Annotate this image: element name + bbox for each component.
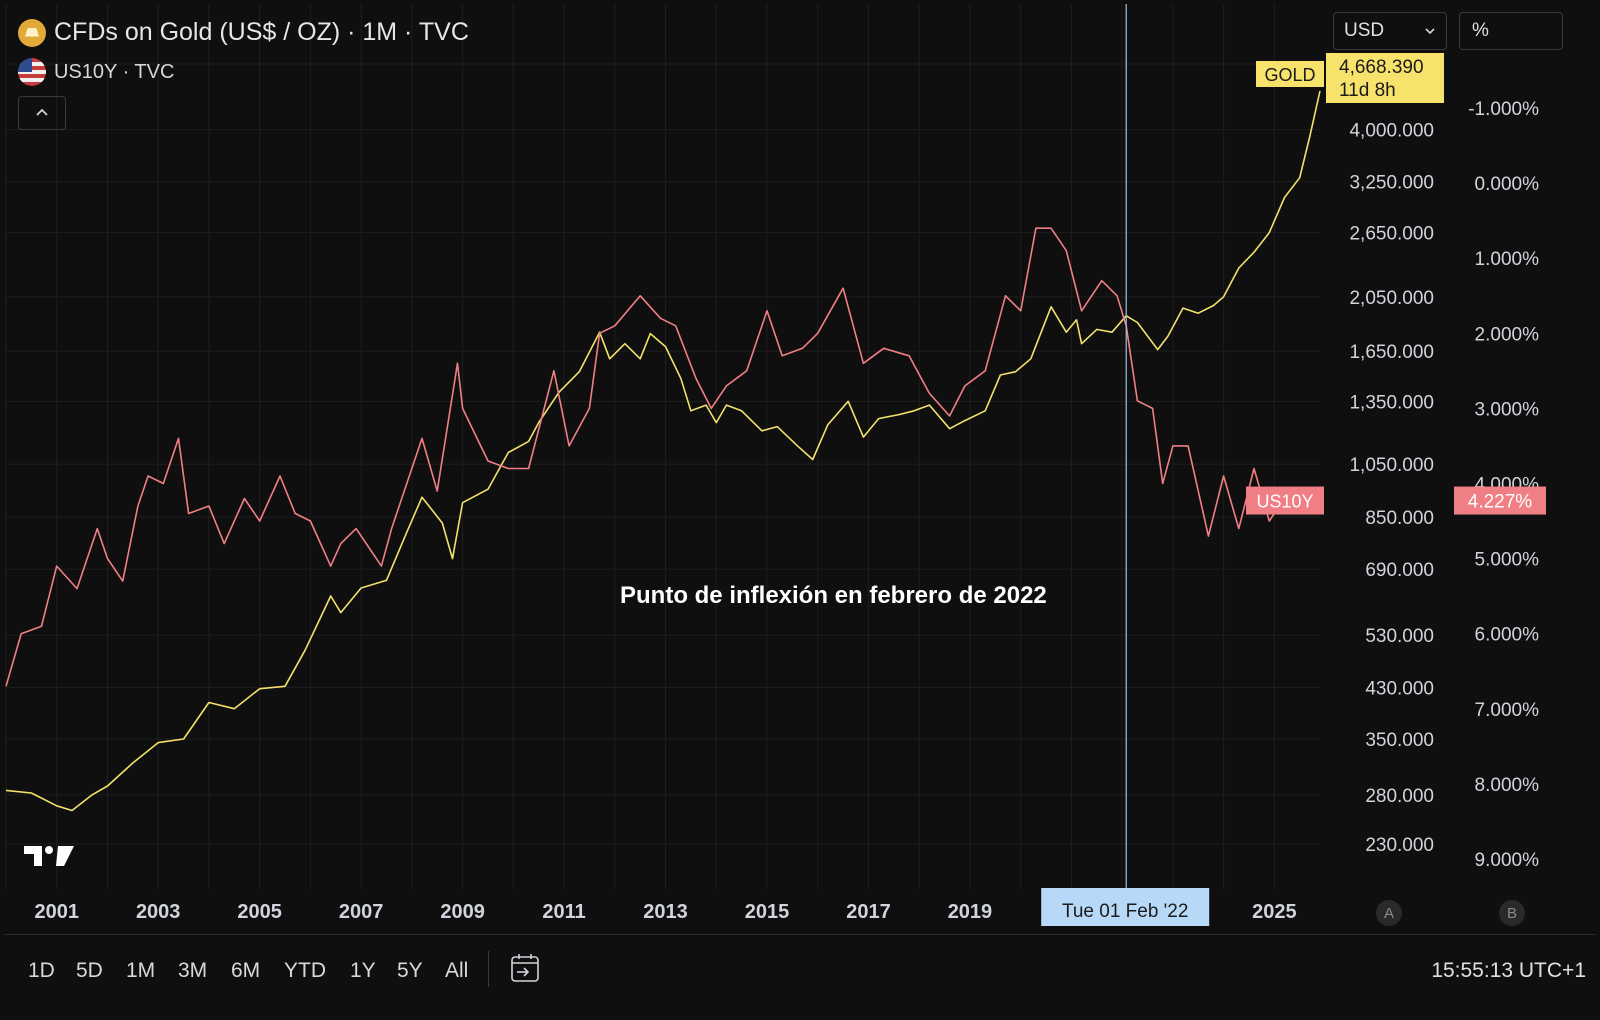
tradingview-logo-icon[interactable] (22, 842, 76, 870)
main-symbol-legend[interactable]: CFDs on Gold (US$ / OZ) · 1M · TVC (18, 18, 469, 47)
time-axis-label: 2013 (643, 901, 688, 923)
auto-scale-button[interactable]: A (1376, 900, 1402, 926)
price-axis-label: 1,050.000 (1349, 455, 1434, 476)
price-axis-label: 690.000 (1365, 560, 1434, 581)
us10y-name-label: US10Y (1256, 492, 1313, 512)
percent-axis-label: -1.000% (1468, 99, 1539, 120)
price-axis-label: 2,650.000 (1349, 224, 1434, 245)
us-flag-icon (18, 58, 46, 86)
percent-axis: -1.000%0.000%1.000%2.000%3.000%4.000%5.0… (1468, 99, 1539, 871)
percent-axis-label: 3.000% (1475, 399, 1540, 420)
toolbar-divider (488, 951, 489, 987)
price-axis-label: 280.000 (1365, 786, 1434, 807)
range-5y-button[interactable]: 5Y (397, 959, 423, 982)
crosshair-date-box (1041, 888, 1210, 926)
range-5d-button[interactable]: 5D (76, 959, 103, 982)
chart-grid (5, 4, 1320, 889)
chevron-up-icon (36, 108, 48, 116)
percent-axis-label: 7.000% (1475, 700, 1540, 721)
range-ytd-button[interactable]: YTD (284, 959, 326, 982)
price-axis-label: 530.000 (1365, 626, 1434, 647)
unit-value: % (1472, 20, 1489, 41)
gold-name-label: GOLD (1264, 65, 1315, 85)
time-axis-label: 2025 (1252, 901, 1297, 923)
chevron-down-icon (1425, 28, 1435, 35)
time-axis-label: 2011 (542, 901, 585, 923)
time-axis-label: 2009 (440, 901, 485, 923)
price-axis-label: 2,050.000 (1349, 288, 1434, 309)
us10y-name-badge (1246, 486, 1324, 515)
log-scale-button[interactable]: B (1499, 900, 1525, 926)
range-6m-button[interactable]: 6M (231, 959, 261, 982)
compare-symbol-title[interactable]: US10Y · TVC (54, 60, 175, 83)
price-axis-label: 4,000.000 (1349, 121, 1434, 142)
time-axis-label: 2007 (339, 901, 384, 923)
range-1d-button[interactable]: 1D (28, 959, 55, 982)
chart-window: 5,200.0004,000.0003,250.0002,650.0002,05… (4, 4, 1596, 1016)
compare-symbol-legend[interactable]: US10Y · TVC (18, 58, 174, 86)
us10y-value-badge (1454, 486, 1546, 515)
time-axis-label: 2005 (237, 901, 282, 923)
gold-bar-icon (18, 18, 46, 47)
series-line-gold (5, 90, 1321, 812)
range-all-button[interactable]: All (445, 959, 469, 982)
gold-price-label: 4,668.390 (1339, 57, 1424, 78)
time-axis-label: 2001 (34, 901, 79, 923)
series-layer (5, 90, 1321, 812)
time-axis-label: 2019 (948, 901, 993, 923)
price-axis-label: 1,350.000 (1349, 392, 1434, 413)
percent-axis-label: 5.000% (1475, 550, 1540, 571)
unit-select[interactable]: % (1459, 12, 1563, 50)
price-axis-label: 430.000 (1365, 678, 1434, 699)
main-symbol-title[interactable]: CFDs on Gold (US$ / OZ) · 1M · TVC (54, 18, 469, 46)
time-axis-label: 2017 (846, 901, 891, 923)
percent-axis-label: 2.000% (1475, 324, 1540, 345)
time-axis-label: 2015 (745, 901, 790, 923)
percent-axis-label: 8.000% (1475, 775, 1540, 796)
percent-axis-label: 6.000% (1475, 625, 1540, 646)
currency-value: USD (1344, 20, 1385, 41)
gold-countdown-label: 11d 8h (1339, 80, 1396, 101)
bottom-toolbar: 1D 5D 1M 3M 6M YTD 1Y 5Y All 15:55:13 UT… (4, 934, 1596, 1016)
us10y-value-label: 4.227% (1468, 492, 1533, 513)
price-axis-label: 230.000 (1365, 835, 1434, 856)
currency-select[interactable]: USD (1333, 12, 1447, 50)
crosshair-date-label: Tue 01 Feb '22 (1062, 901, 1189, 922)
price-chart[interactable]: 5,200.0004,000.0003,250.0002,650.0002,05… (4, 4, 1596, 934)
price-axis-label: 350.000 (1365, 730, 1434, 751)
price-axis-label: 3,250.000 (1349, 173, 1434, 194)
calendar-goto-icon[interactable] (508, 951, 542, 985)
price-axis-label: 850.000 (1365, 508, 1434, 529)
range-1y-button[interactable]: 1Y (350, 959, 376, 982)
clock-readout[interactable]: 15:55:13 UTC+1 (1431, 959, 1586, 982)
range-1m-button[interactable]: 1M (126, 959, 156, 982)
range-3m-button[interactable]: 3M (178, 959, 208, 982)
chart-annotation[interactable]: Punto de inflexión en febrero de 2022 (620, 582, 1047, 609)
gold-name-badge (1256, 60, 1324, 87)
percent-axis-label: 1.000% (1475, 249, 1540, 270)
gold-price-badge (1326, 52, 1444, 103)
crosshair: Tue 01 Feb '22 (1041, 4, 1210, 926)
percent-axis-label: 9.000% (1475, 850, 1540, 871)
percent-axis-label: 0.000% (1475, 174, 1540, 195)
collapse-legend-button[interactable] (18, 96, 66, 130)
time-axis: 2001 2003 2005 2007 2009 2011 2013 2015 2017 2019… (34, 901, 1296, 923)
price-axis: 5,200.0004,000.0003,250.0002,650.0002,05… (1349, 55, 1434, 856)
time-axis-label: 2003 (136, 901, 181, 923)
price-axis-label: 1,650.000 (1349, 342, 1434, 363)
